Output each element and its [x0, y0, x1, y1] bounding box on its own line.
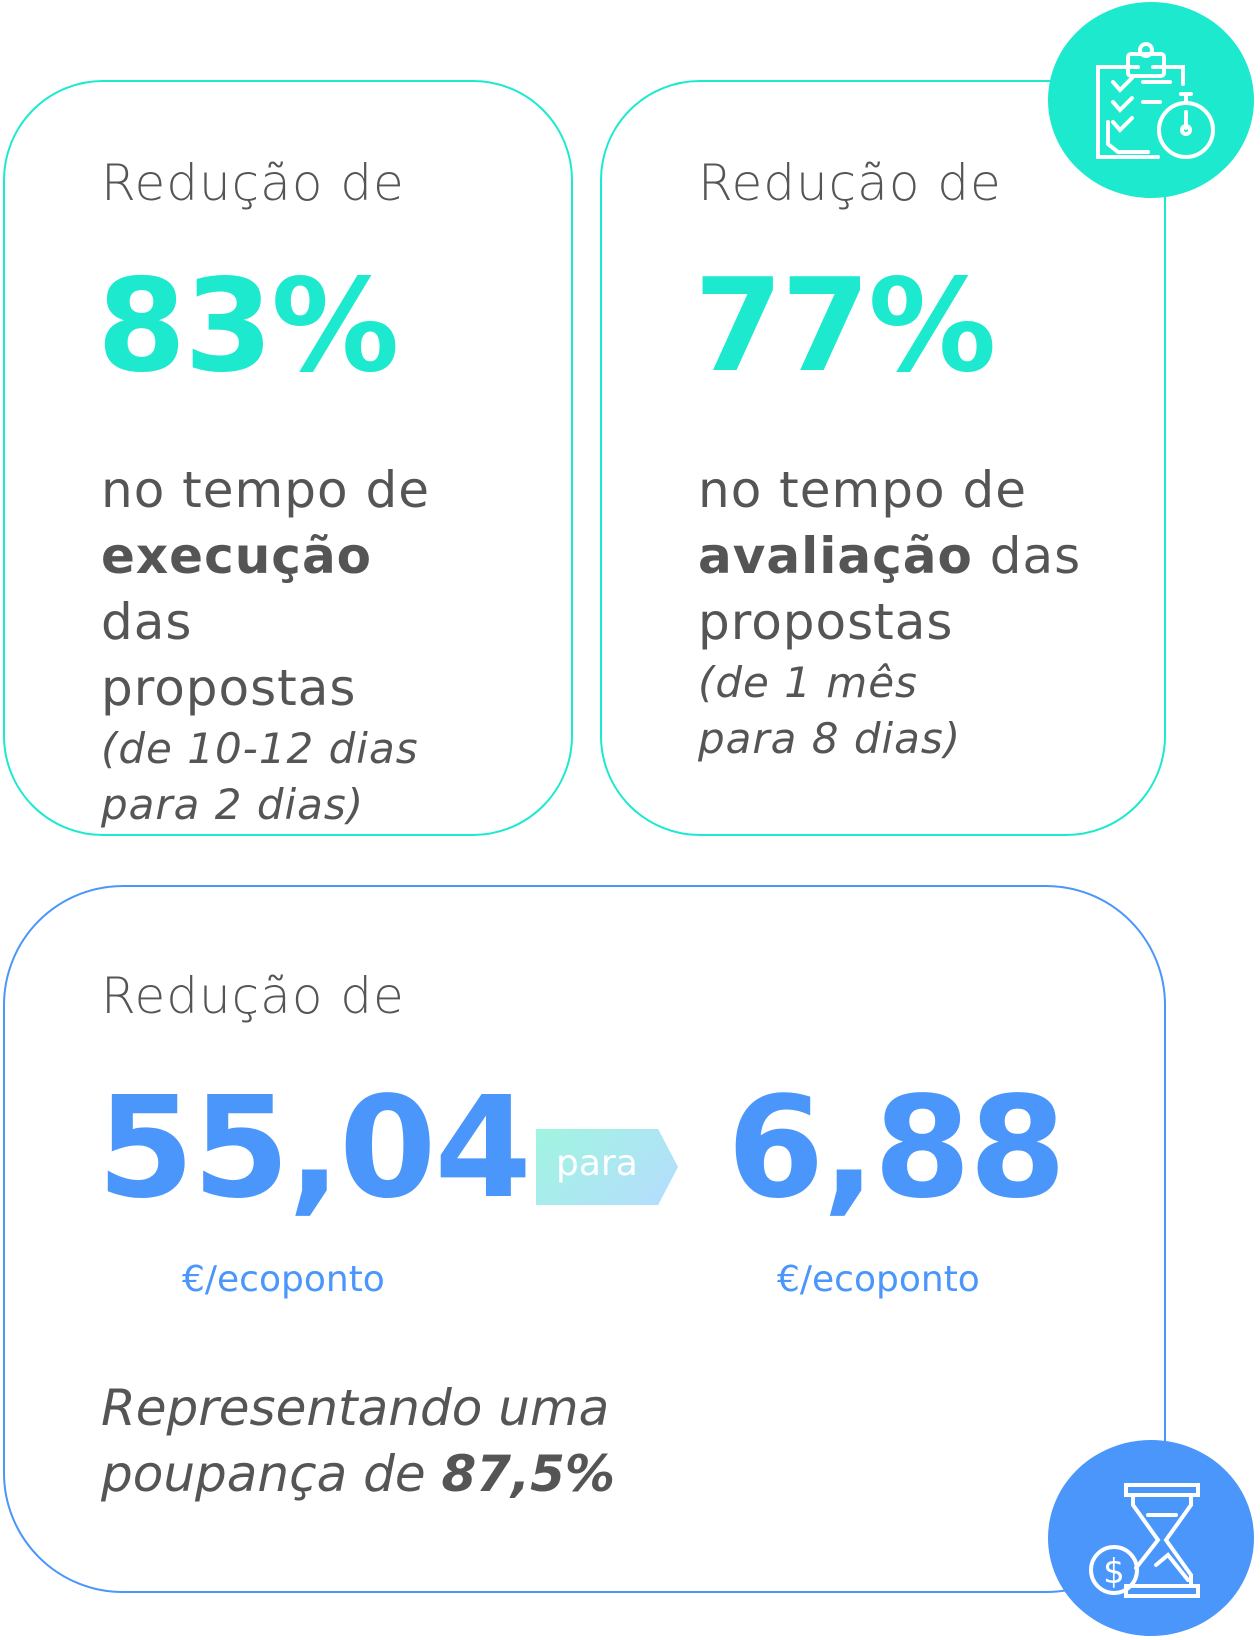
summary-line: Representando uma — [101, 1379, 610, 1437]
clipboard-stopwatch-icon — [1048, 2, 1254, 198]
from-value: 55,04 — [97, 1067, 532, 1230]
savings-summary: Representando uma poupança de 87,5% — [101, 1375, 615, 1507]
card-value: 77% — [694, 252, 996, 401]
card-value: 83% — [97, 252, 399, 401]
card-heading: Redução de — [101, 967, 405, 1025]
desc-bold: execução — [101, 527, 373, 585]
desc-line: no tempo de — [698, 461, 1027, 519]
savings-percent: 87,5% — [441, 1445, 615, 1503]
hourglass-money-icon: $ — [1048, 1440, 1254, 1636]
desc-line: propostas — [101, 659, 357, 717]
card-description: no tempo de avaliação das propostas (de … — [698, 457, 1081, 767]
summary-line: poupança de — [101, 1445, 442, 1503]
cost-reduction-card: Redução de 55,04 para 6,88 €/ecoponto €/… — [3, 885, 1166, 1593]
desc-note: (de 10-12 dias — [101, 724, 419, 773]
desc-note: para 8 dias) — [698, 714, 962, 763]
card-description: no tempo de execução das propostas (de 1… — [101, 457, 430, 833]
desc-line: das — [101, 593, 193, 651]
desc-bold: avaliação — [698, 527, 973, 585]
desc-line: das — [972, 527, 1082, 585]
arrow-badge: para — [536, 1129, 678, 1205]
to-unit: €/ecoponto — [777, 1259, 980, 1300]
evaluation-time-card: Redução de 77% no tempo de avaliação das… — [600, 80, 1166, 836]
desc-line: propostas — [698, 593, 954, 651]
desc-note: para 2 dias) — [101, 780, 365, 829]
arrow-label: para — [556, 1143, 638, 1184]
card-heading: Redução de — [101, 154, 405, 212]
card-heading: Redução de — [698, 154, 1002, 212]
to-value: 6,88 — [727, 1067, 1066, 1230]
execution-time-card: Redução de 83% no tempo de execução das … — [3, 80, 573, 836]
desc-line: no tempo de — [101, 461, 430, 519]
desc-note: (de 1 mês — [698, 658, 918, 707]
from-unit: €/ecoponto — [182, 1259, 385, 1300]
svg-text:$: $ — [1103, 1552, 1125, 1592]
